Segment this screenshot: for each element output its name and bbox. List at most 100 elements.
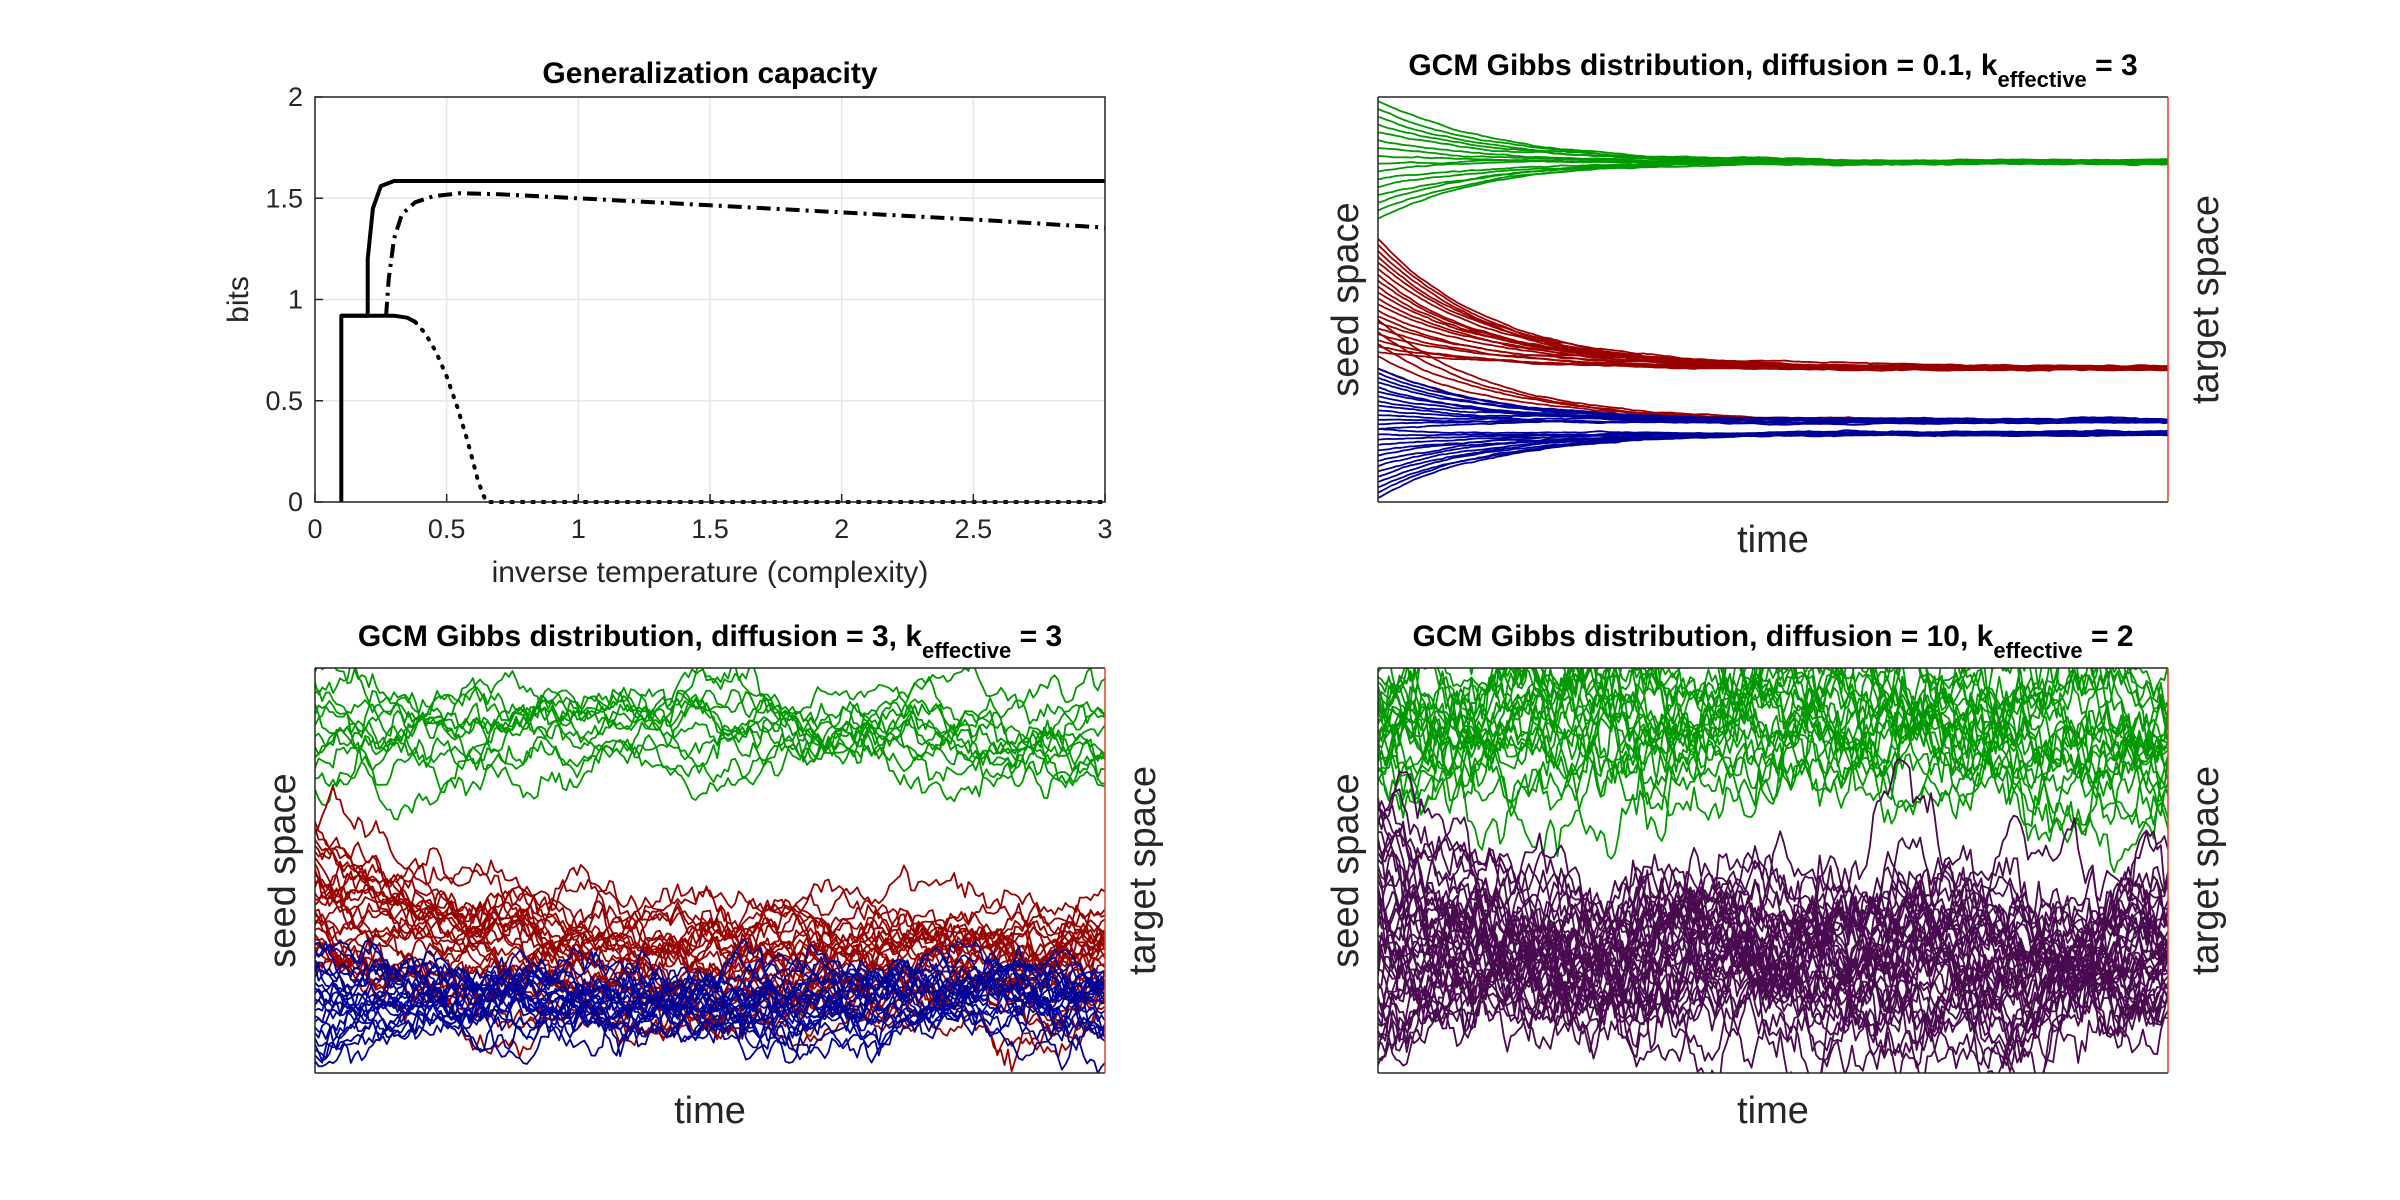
trajectory-line xyxy=(1378,668,2168,769)
y-tick-label: 1 xyxy=(288,285,303,315)
y-axis-label: seed space xyxy=(1325,773,1367,967)
chart-title: GCM Gibbs distribution, diffusion = 10, … xyxy=(1412,620,2133,663)
trajectory-line xyxy=(1378,428,2168,437)
trajectory-line xyxy=(315,686,1105,762)
trajectory-line xyxy=(1378,804,2168,1073)
title-subscript: effective xyxy=(1993,638,2082,663)
x-axis-label: time xyxy=(674,1090,746,1132)
trajectory-line xyxy=(1378,431,2168,437)
title-end: = 3 xyxy=(1011,620,1062,653)
trajectory-line xyxy=(315,964,1105,1057)
trajectory-line xyxy=(1378,668,2168,787)
trajectory-line xyxy=(1378,327,2168,372)
trajectory-line xyxy=(315,984,1105,1057)
chart-title: Generalization capacity xyxy=(542,57,877,90)
y-axis-label: seed space xyxy=(262,773,304,967)
trajectory-line xyxy=(1378,812,2168,1026)
trajectory-line xyxy=(315,668,1105,779)
y-axis-label: bits xyxy=(222,276,255,323)
title-subscript: effective xyxy=(922,638,1011,663)
trajectory-line xyxy=(315,988,1105,1061)
x-axis-label: time xyxy=(1737,1090,1809,1132)
chart-title: GCM Gibbs distribution, diffusion = 0.1,… xyxy=(1408,49,2137,92)
title-main: GCM Gibbs distribution, diffusion = 10, … xyxy=(1412,620,1993,653)
trajectory-line xyxy=(315,878,1105,964)
y-axis-label-right: target space xyxy=(1122,766,1164,975)
trajectory-line xyxy=(315,689,1105,803)
trajectory-line xyxy=(315,939,1105,1060)
panel-gibbs-diffusion-3: GCM Gibbs distribution, diffusion = 3, k… xyxy=(262,620,1164,1132)
trajectory-line xyxy=(315,941,1105,1073)
x-tick-label: 2.5 xyxy=(955,514,993,544)
trajectory-group xyxy=(1378,100,2168,499)
trajectory-line xyxy=(315,946,1105,1047)
title-end: = 3 xyxy=(2087,49,2138,82)
trajectory-group xyxy=(315,668,1105,1073)
x-tick-label: 1 xyxy=(571,514,586,544)
title-subscript: effective xyxy=(1998,67,2087,92)
trajectory-line xyxy=(315,703,1105,801)
trajectory-line xyxy=(315,957,1105,1061)
trajectory-line xyxy=(315,785,1105,964)
trajectory-line xyxy=(1378,672,2168,828)
trajectory-line xyxy=(315,845,1105,976)
title-main: GCM Gibbs distribution, diffusion = 0.1,… xyxy=(1408,49,1998,82)
trajectory-line xyxy=(315,827,1105,982)
trajectory-line xyxy=(315,874,1105,1009)
trajectory-line xyxy=(1378,668,2168,792)
trajectory-line xyxy=(1378,668,2168,784)
series-line-3 xyxy=(413,319,1107,504)
y-tick-label: 0.5 xyxy=(265,386,303,416)
trajectory-line xyxy=(315,940,1105,1062)
y-tick-label: 1.5 xyxy=(265,183,303,213)
trajectory-group xyxy=(1378,668,2168,1073)
panel-gibbs-diffusion-0-1: GCM Gibbs distribution, diffusion = 0.1,… xyxy=(1325,49,2227,561)
trajectory-line xyxy=(315,966,1105,1039)
trajectory-line xyxy=(315,668,1105,787)
trajectory-line xyxy=(1378,800,2168,1073)
trajectory-line xyxy=(1378,386,2168,425)
panel-gibbs-diffusion-10: GCM Gibbs distribution, diffusion = 10, … xyxy=(1325,620,2227,1132)
trajectory-line xyxy=(315,668,1105,769)
trajectory-line xyxy=(1378,668,2168,819)
y-tick-label: 0 xyxy=(288,487,303,517)
trajectory-line xyxy=(315,700,1105,788)
trajectory-line xyxy=(315,677,1105,774)
trajectory-line xyxy=(315,839,1105,1011)
title-end: = 2 xyxy=(2083,620,2134,653)
series-line-1 xyxy=(384,191,1106,316)
axes-box xyxy=(314,96,1106,503)
y-tick-label: 2 xyxy=(288,82,303,112)
trajectory-line xyxy=(1378,367,2168,422)
trajectory-line xyxy=(1378,668,2168,767)
trajectory-line xyxy=(315,676,1105,821)
panel-generalization-capacity: 0 0.5 1 1.5 2 2.5 3 0 0.5 1 1.5 2 Generalization cap… xyxy=(222,57,1113,589)
x-tick-label: 2 xyxy=(834,514,849,544)
series-line-2 xyxy=(341,313,417,324)
trajectory-line xyxy=(1378,845,2168,1073)
trajectory-line xyxy=(1378,788,2168,1073)
trajectory-line xyxy=(1378,869,2168,1024)
trajectory-line xyxy=(1378,668,2168,820)
x-tick-label: 1.5 xyxy=(691,514,729,544)
x-axis-label: inverse temperature (complexity) xyxy=(492,556,929,589)
trajectory-line xyxy=(1378,770,2168,1042)
trajectory-line xyxy=(315,963,1105,1037)
x-tick-label: 0 xyxy=(307,514,322,544)
trajectory-line xyxy=(1378,668,2168,844)
y-axis-label-right: target space xyxy=(2185,195,2227,404)
trajectory-line xyxy=(315,941,1105,1017)
trajectory-line xyxy=(1378,238,2168,370)
chart-title: GCM Gibbs distribution, diffusion = 3, k… xyxy=(358,620,1062,663)
trajectory-line xyxy=(1378,831,2168,1034)
title-main: GCM Gibbs distribution, diffusion = 3, k xyxy=(358,620,922,653)
trajectory-line xyxy=(1378,100,2168,164)
trajectory-line xyxy=(1378,668,2168,857)
trajectory-line xyxy=(1378,668,2168,753)
x-tick-label: 3 xyxy=(1097,514,1112,544)
trajectory-line xyxy=(1378,849,2168,1042)
x-axis-label: time xyxy=(1737,519,1809,561)
x-tick-label: 0.5 xyxy=(428,514,466,544)
y-axis-label: seed space xyxy=(1325,202,1367,396)
